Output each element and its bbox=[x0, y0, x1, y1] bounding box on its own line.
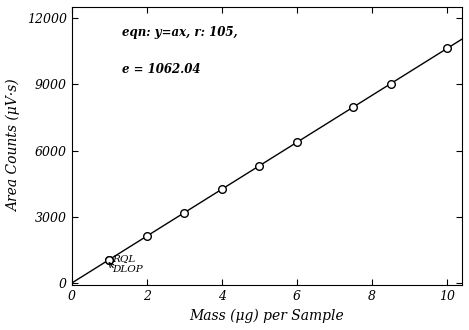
Y-axis label: Area Counts (μV·s): Area Counts (μV·s) bbox=[7, 80, 21, 213]
Text: eqn: y=ax, r: 105,: eqn: y=ax, r: 105, bbox=[122, 26, 238, 39]
Text: e = 1062.04: e = 1062.04 bbox=[122, 63, 201, 76]
Text: RQL: RQL bbox=[112, 254, 136, 263]
X-axis label: Mass (μg) per Sample: Mass (μg) per Sample bbox=[189, 309, 344, 323]
Text: DLOP: DLOP bbox=[112, 265, 143, 274]
